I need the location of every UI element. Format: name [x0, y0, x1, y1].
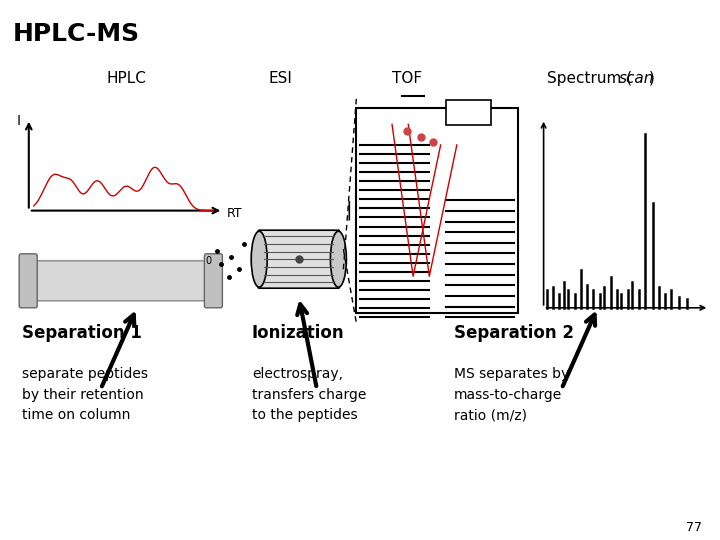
- Text: 77: 77: [686, 521, 702, 534]
- Text: I: I: [17, 114, 21, 128]
- Text: electrospray,
transfers charge
to the peptides: electrospray, transfers charge to the pe…: [252, 367, 366, 422]
- Text: Separation 1: Separation 1: [22, 324, 141, 342]
- Ellipse shape: [330, 231, 346, 287]
- Text: HPLC: HPLC: [106, 71, 146, 86]
- Bar: [356, 108, 518, 313]
- FancyBboxPatch shape: [23, 261, 215, 301]
- Text: Spectrum (: Spectrum (: [547, 71, 632, 86]
- Text: |: |: [345, 201, 351, 220]
- Bar: [446, 100, 491, 125]
- Text: scan: scan: [619, 71, 654, 86]
- FancyBboxPatch shape: [258, 230, 339, 288]
- Text: 0: 0: [205, 256, 211, 266]
- Text: TOF: TOF: [392, 71, 422, 86]
- FancyBboxPatch shape: [204, 254, 222, 308]
- Text: MS separates by
mass-to-charge
ratio (m/z): MS separates by mass-to-charge ratio (m/…: [454, 367, 569, 422]
- Text: ): ): [649, 71, 655, 86]
- Text: HPLC-MS: HPLC-MS: [13, 22, 140, 45]
- Text: separate peptides
by their retention
time on column: separate peptides by their retention tim…: [22, 367, 148, 422]
- Text: Separation 2: Separation 2: [454, 324, 574, 342]
- FancyBboxPatch shape: [19, 254, 37, 308]
- Text: ESI: ESI: [269, 71, 293, 86]
- Text: RT: RT: [228, 207, 243, 220]
- Text: Ionization: Ionization: [252, 324, 345, 342]
- Ellipse shape: [251, 231, 267, 287]
